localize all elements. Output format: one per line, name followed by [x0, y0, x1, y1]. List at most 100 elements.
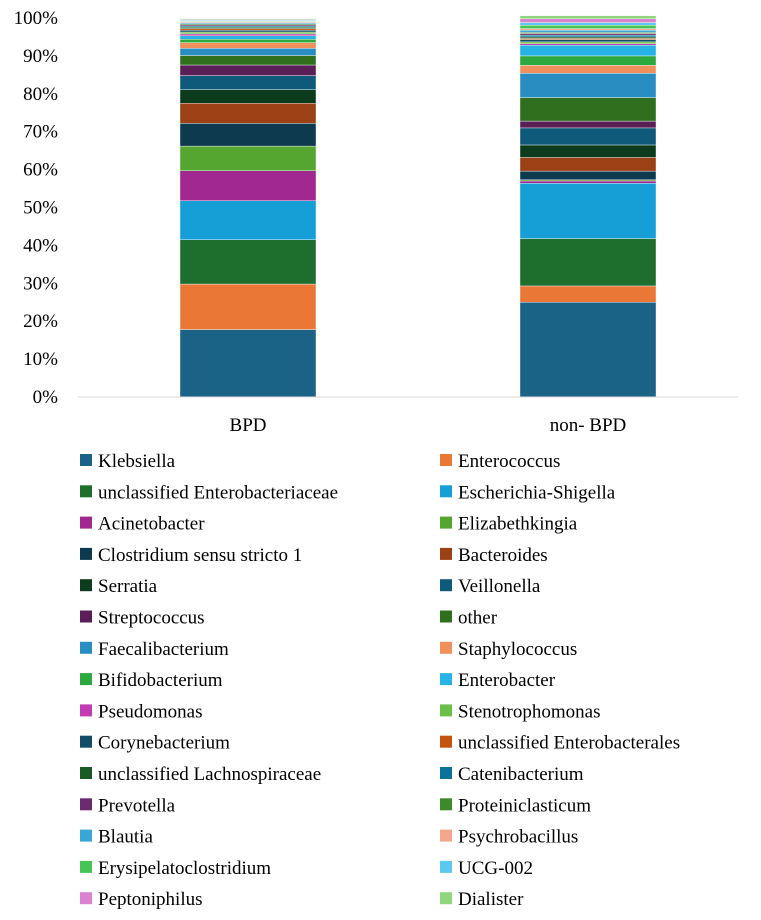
legend-label: Erysipelatoclostridium — [98, 858, 271, 879]
bar-segment — [179, 283, 317, 330]
bar-segment — [519, 238, 657, 287]
legend-label: Enterobacter — [458, 670, 556, 691]
legend-swatch — [440, 610, 452, 623]
bar-segment — [179, 33, 317, 37]
x-axis-categories: BPD non- BPD — [230, 415, 627, 436]
bar-segment — [179, 39, 317, 43]
bar-segment — [179, 170, 317, 201]
y-tick-label: 40% — [23, 235, 58, 256]
legend-label: Streptococcus — [98, 608, 205, 629]
bar-segment — [179, 123, 317, 147]
bar-segment — [179, 55, 317, 66]
bar-segment — [179, 103, 317, 124]
bar-segment — [519, 127, 657, 146]
legend-label: Acinetobacter — [98, 514, 205, 535]
bar-segment — [519, 65, 657, 74]
legend-label: Blautia — [98, 827, 153, 848]
bar-segment — [519, 144, 657, 158]
legend-swatch — [440, 892, 452, 905]
legend-label: unclassified Enterobacterales — [458, 733, 680, 754]
bar-segment — [179, 18, 317, 20]
legend-swatch — [440, 735, 452, 748]
legend-label: Catenibacterium — [458, 764, 584, 785]
y-tick-label: 10% — [23, 349, 58, 370]
legend-label: Escherichia-Shigella — [458, 482, 616, 503]
legend-swatch — [440, 767, 452, 779]
bar-segment — [519, 285, 657, 303]
legend-swatch — [440, 829, 452, 842]
legend-label: unclassified Enterobacteriaceae — [98, 482, 338, 503]
x-category-label: BPD — [230, 415, 267, 436]
bar-segment — [179, 89, 317, 104]
y-axis-ticks: 0% 10% 20% 30% 40% 50% 60% 70% 80% 90% 100% — [14, 8, 59, 408]
y-tick-label: 80% — [23, 84, 58, 105]
bars — [179, 15, 657, 398]
bar-segment — [519, 29, 657, 33]
legend-swatch — [440, 516, 452, 529]
legend-label: Dialister — [458, 889, 524, 910]
legend-swatch — [80, 579, 92, 592]
bar-segment — [179, 42, 317, 49]
bar-segment — [179, 329, 317, 398]
legend-label: unclassified Lachnospiraceae — [98, 764, 321, 785]
bar-segment — [179, 145, 317, 171]
legend-swatch — [440, 454, 452, 466]
legend-swatch — [80, 704, 92, 717]
legend-swatch — [80, 829, 92, 842]
legend-label: Peptoniphilus — [98, 889, 203, 910]
legend-swatch — [440, 798, 452, 811]
legend-swatch — [80, 485, 92, 498]
bar-segment — [519, 120, 657, 129]
legend-swatch — [440, 673, 452, 686]
legend-swatch — [80, 547, 92, 560]
legend-swatch — [440, 547, 452, 560]
bar-segment — [519, 22, 657, 26]
y-tick-label: 50% — [23, 198, 58, 219]
bar-segment — [519, 45, 657, 57]
bar-segment — [179, 28, 317, 31]
bar-segment — [519, 41, 657, 44]
bar-segment — [519, 180, 657, 184]
legend-label: Bifidobacterium — [98, 670, 223, 691]
bar-segment — [519, 97, 657, 122]
bar-segment — [179, 75, 317, 90]
bar-segment — [519, 43, 657, 46]
bar-segment — [519, 73, 657, 98]
y-tick-label: 100% — [14, 8, 59, 29]
legend-label: Faecalibacterium — [98, 639, 229, 660]
legend-swatch — [80, 735, 92, 748]
legend-swatch — [80, 610, 92, 623]
legend-label: Stenotrophomonas — [458, 701, 601, 722]
legend-label: Psychrobacillus — [458, 827, 578, 848]
bar-segment — [179, 64, 317, 76]
bar-segment — [519, 39, 657, 43]
legend-label: Staphylococcus — [458, 639, 577, 660]
legend-swatch — [80, 798, 92, 811]
bar-segment — [519, 183, 657, 239]
legend-label: Clostridium sensu stricto 1 — [98, 545, 302, 566]
legend-swatch — [440, 704, 452, 717]
bar-segment — [519, 15, 657, 19]
legend-label: Pseudomonas — [98, 701, 203, 722]
bar-segment — [179, 31, 317, 35]
legend-swatch — [80, 641, 92, 654]
bar-segment — [179, 239, 317, 285]
legend-label: other — [458, 608, 498, 629]
legend-swatch — [440, 860, 452, 873]
bar-segment — [519, 28, 657, 31]
legend-label: Elizabethkingia — [458, 514, 578, 535]
legend-label: UCG-002 — [458, 858, 533, 879]
legend-label: Veillonella — [458, 576, 541, 597]
legend-label: Bacteroides — [458, 545, 548, 566]
y-tick-label: 60% — [23, 160, 58, 181]
bar-segment — [519, 36, 657, 39]
bar-segment — [179, 200, 317, 240]
legend-label: Proteiniclasticum — [458, 795, 591, 816]
legend-label: Corynebacterium — [98, 733, 230, 754]
y-tick-label: 70% — [23, 122, 58, 143]
legend-label: Klebsiella — [98, 451, 176, 472]
bar-segment — [519, 157, 657, 172]
legend-swatch — [440, 485, 452, 498]
legend-swatch — [80, 673, 92, 686]
